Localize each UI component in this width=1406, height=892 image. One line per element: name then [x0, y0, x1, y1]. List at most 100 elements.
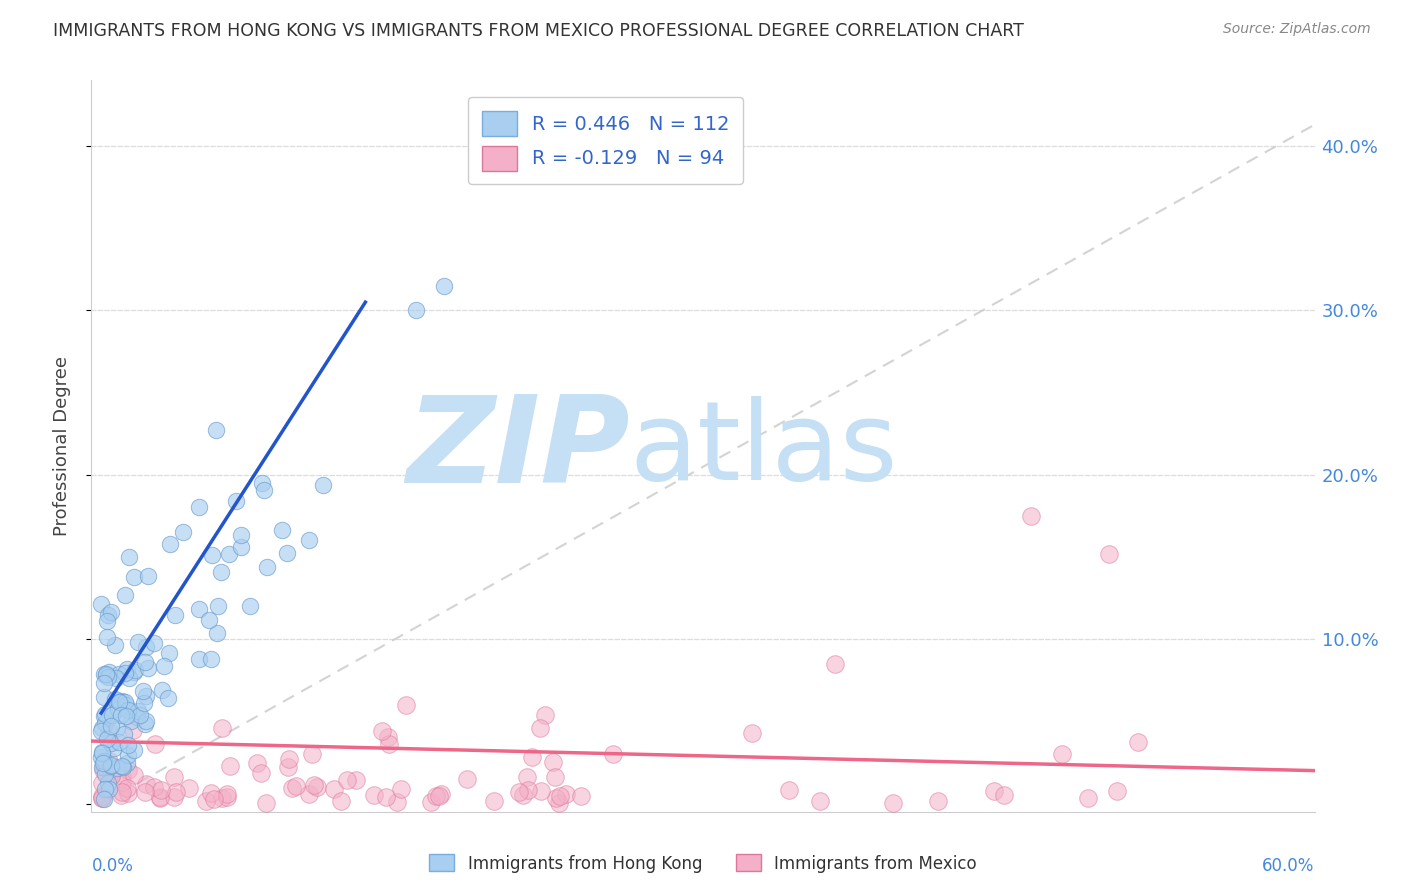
Point — [111, 785, 134, 799]
Point — [138, 569, 160, 583]
Point — [517, 783, 540, 797]
Point — [127, 704, 149, 718]
Point — [778, 783, 800, 797]
Point — [378, 737, 401, 751]
Text: Source: ZipAtlas.com: Source: ZipAtlas.com — [1223, 22, 1371, 37]
Point — [808, 794, 831, 808]
Point — [100, 707, 122, 722]
Point — [90, 723, 112, 738]
Legend: R = 0.446   N = 112, R = -0.129   N = 94: R = 0.446 N = 112, R = -0.129 N = 94 — [468, 97, 744, 185]
Point — [1098, 547, 1121, 561]
Point — [256, 560, 278, 574]
Point — [211, 790, 233, 805]
Point — [93, 792, 115, 806]
Point — [117, 703, 139, 717]
Point — [94, 767, 117, 781]
Point — [149, 790, 172, 805]
Point — [108, 695, 131, 709]
Point — [100, 767, 122, 781]
Point — [882, 796, 904, 810]
Point — [153, 658, 176, 673]
Point — [541, 755, 564, 769]
Point — [90, 597, 112, 611]
Point — [108, 667, 131, 681]
Point — [96, 630, 118, 644]
Point — [336, 773, 359, 788]
Point — [195, 794, 218, 808]
Point — [322, 782, 344, 797]
Point — [97, 671, 120, 685]
Point — [103, 741, 125, 756]
Point — [107, 721, 129, 735]
Point — [425, 789, 447, 803]
Point — [544, 770, 567, 784]
Point — [983, 783, 1005, 797]
Point — [115, 708, 138, 723]
Point — [205, 423, 228, 437]
Point — [105, 671, 128, 685]
Point — [134, 696, 156, 710]
Point — [93, 754, 115, 768]
Point — [90, 750, 112, 764]
Point — [1126, 735, 1149, 749]
Point — [142, 635, 165, 649]
Point — [218, 547, 240, 561]
Point — [482, 794, 505, 808]
Point — [97, 776, 120, 790]
Point — [135, 714, 157, 729]
Point — [134, 655, 156, 669]
Point — [110, 708, 132, 723]
Point — [163, 789, 186, 804]
Point — [135, 777, 157, 791]
Point — [198, 613, 221, 627]
Point — [512, 788, 534, 802]
Point — [215, 787, 238, 801]
Point — [111, 760, 134, 774]
Point — [91, 745, 114, 759]
Point — [179, 781, 201, 796]
Point — [117, 747, 139, 762]
Point — [118, 550, 141, 565]
Point — [202, 792, 225, 806]
Point — [433, 278, 456, 293]
Point — [93, 708, 115, 723]
Point — [93, 667, 115, 681]
Point — [105, 761, 128, 775]
Point — [602, 747, 624, 762]
Point — [250, 766, 273, 780]
Point — [122, 768, 145, 782]
Point — [120, 714, 142, 728]
Y-axis label: Professional Degree: Professional Degree — [52, 356, 70, 536]
Point — [114, 666, 136, 681]
Point — [159, 536, 181, 550]
Point — [100, 769, 122, 783]
Point — [405, 303, 427, 318]
Point — [375, 789, 398, 804]
Point — [129, 707, 152, 722]
Point — [456, 772, 478, 787]
Point — [277, 760, 299, 774]
Point — [114, 588, 136, 602]
Point — [114, 695, 136, 709]
Point — [117, 738, 139, 752]
Point — [100, 605, 122, 619]
Point — [344, 772, 367, 787]
Point — [993, 789, 1015, 803]
Point — [547, 796, 569, 810]
Point — [111, 694, 134, 708]
Point — [125, 710, 148, 724]
Point — [107, 701, 129, 715]
Point — [530, 783, 553, 797]
Point — [91, 721, 114, 735]
Point — [301, 747, 323, 762]
Point — [118, 671, 141, 685]
Text: 0.0%: 0.0% — [91, 857, 134, 875]
Point — [90, 746, 112, 760]
Point — [110, 789, 132, 803]
Point — [134, 717, 156, 731]
Point — [149, 783, 172, 797]
Point — [94, 668, 117, 682]
Point — [254, 797, 277, 811]
Point — [1077, 791, 1099, 805]
Point — [115, 756, 138, 771]
